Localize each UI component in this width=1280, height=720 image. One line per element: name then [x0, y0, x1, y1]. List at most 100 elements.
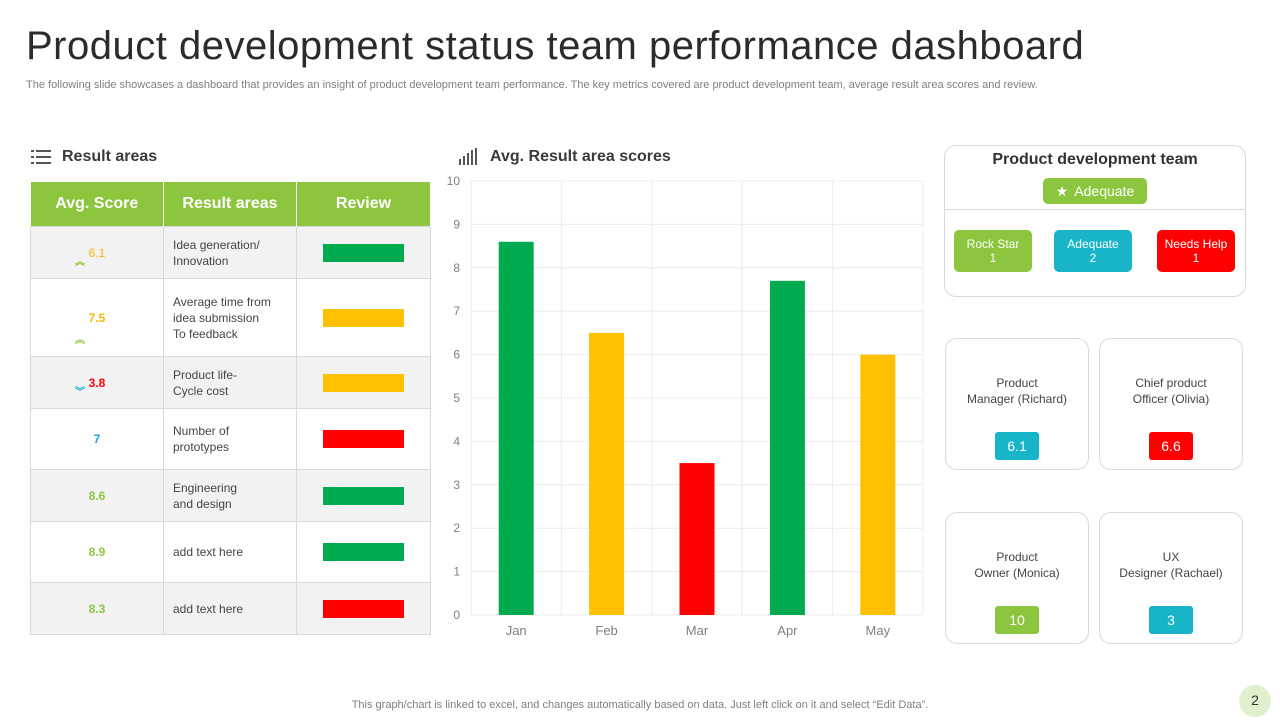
bar-chart-icon [459, 148, 477, 165]
table-row: 7 Number of prototypes [30, 408, 431, 470]
star-icon: ★ [1055, 183, 1069, 199]
avg-score-cell: 7 [30, 408, 164, 470]
avg-score-cell: 8.6 [30, 469, 164, 522]
result-area-text: add text here [173, 545, 244, 559]
team-member-name-line: Officer (Olivia) [1132, 392, 1210, 406]
result-area-cell: add text here [163, 582, 297, 635]
rating-pill-label: Needs Help [1164, 237, 1228, 251]
y-tick-label: 1 [453, 565, 460, 579]
result-area-text: Innovation [173, 253, 229, 268]
result-area-cell: Product life- Cycle cost [163, 356, 297, 409]
team-member-score-badge: 6.6 [1149, 432, 1193, 460]
column-header-avg-score: Avg. Score [30, 182, 164, 227]
table-row: 8.6 Engineering and design [30, 469, 431, 522]
result-area-text: Average time from [173, 294, 271, 309]
result-area-cell: add text here [163, 521, 297, 583]
team-member-name-line: UX [1162, 550, 1180, 564]
result-area-text: Cycle cost [173, 383, 229, 398]
review-status-bar [323, 308, 404, 327]
avg-score-value: 7.5 [88, 310, 106, 325]
avg-score-cell: 8.3 [30, 582, 164, 635]
y-tick-label: 0 [453, 608, 460, 622]
review-status-bar [323, 486, 404, 505]
bar-feb [589, 332, 625, 615]
team-member-name-line: Manager (Richard) [966, 392, 1068, 406]
team-member-score-badge: 3 [1149, 606, 1193, 634]
y-tick-label: 4 [453, 434, 460, 448]
result-areas-heading: Result areas [30, 148, 157, 166]
y-tick-label: 9 [453, 217, 460, 231]
bar-may [860, 354, 896, 615]
page-title: Product development status team performa… [26, 24, 1085, 68]
trend-up-icon: ︽ [75, 257, 85, 268]
team-member-name-line: Product [996, 376, 1038, 390]
team-member-score-badge: 10 [995, 606, 1039, 634]
rating-pill-adequate: Adequate 2 [1054, 230, 1132, 272]
team-status-label: Adequate [1074, 183, 1135, 199]
result-area-text: Product life- [173, 367, 238, 382]
table-row: 7.5 ︽ Average time from idea submission To f… [30, 278, 431, 357]
team-card: Product development team ★ Adequate Rock… [944, 145, 1246, 297]
team-divider [945, 209, 1245, 210]
avg-score-value: 3.8 [88, 375, 106, 390]
avg-score-value: 8.9 [88, 545, 106, 559]
page-number: 2 [1239, 685, 1271, 717]
avg-score-value: 7 [93, 432, 101, 446]
review-cell [296, 408, 431, 470]
rating-pill-count: 2 [1089, 251, 1097, 265]
result-area-text: Number of [173, 424, 230, 438]
y-tick-label: 3 [453, 478, 460, 492]
result-area-cell: Average time from idea submission To feedb… [163, 278, 297, 357]
y-tick-label: 8 [453, 261, 460, 275]
team-member-score-badge: 6.1 [995, 432, 1039, 460]
column-header-result-areas: Result areas [163, 182, 297, 227]
avg-score-cell: 7.5 ︽ [30, 278, 164, 357]
avg-score-value: 8.3 [88, 601, 106, 616]
result-area-scores-chart: 0 1 2 3 4 5 6 7 8 9 10 Jan Feb Mar Apr May [447, 174, 924, 638]
column-header-review: Review [296, 182, 431, 227]
result-area-text: and design [173, 496, 232, 511]
team-member-name-line: Owner (Monica) [974, 566, 1060, 580]
page-subtitle: The following slide showcases a dashboar… [26, 79, 1038, 91]
result-area-cell: Idea generation/Innovation [163, 226, 297, 279]
result-area-text: Engineering [173, 480, 238, 495]
review-status-bar [323, 543, 404, 561]
review-status-bar [323, 599, 404, 618]
x-tick-label: Jan [506, 623, 527, 638]
team-member-name: Product Owner (Monica) [946, 549, 1088, 581]
bar-mar [679, 463, 715, 615]
review-status-bar [323, 243, 404, 262]
team-member-card: Chief product Officer (Olivia) 6.6 [1099, 338, 1243, 470]
y-tick-label: 2 [453, 521, 460, 535]
review-cell [296, 278, 431, 357]
trend-up-icon: ︽ [75, 335, 85, 346]
team-member-card: Product Owner (Monica) 10 [945, 512, 1089, 644]
review-cell [296, 226, 431, 279]
result-area-text: idea submission [173, 310, 260, 325]
y-tick-label: 10 [447, 174, 461, 188]
result-areas-table: Avg. Score Result areas Review 6.1 ︽ Idea … [30, 182, 431, 635]
footer-note: This graph/chart is linked to excel, and… [351, 699, 929, 711]
table-row: 3.8 ︾ Product life- Cycle cost [30, 356, 431, 409]
team-status-badge: ★ Adequate [1043, 178, 1147, 204]
list-icon [31, 150, 51, 164]
avg-score-cell: 3.8 ︾ [30, 356, 164, 409]
review-cell [296, 469, 431, 522]
y-tick-label: 7 [453, 304, 460, 318]
review-cell [296, 356, 431, 409]
result-area-text: Idea generation/ [173, 237, 260, 252]
avg-score-cell: 8.9 [30, 521, 164, 583]
trend-down-icon: ︾ [75, 387, 85, 398]
team-member-name-line: Product [996, 550, 1038, 564]
rating-pill-needs-help: Needs Help 1 [1157, 230, 1235, 272]
chart-heading-label: Avg. Result area scores [490, 148, 671, 165]
result-areas-heading-label: Result areas [62, 148, 158, 165]
rating-pill-count: 1 [989, 251, 997, 265]
chart-heading: Avg. Result area scores [458, 148, 671, 166]
review-cell [296, 521, 431, 583]
result-area-text: add text here [173, 601, 244, 616]
team-member-card: Product Manager (Richard) 6.1 [945, 338, 1089, 470]
x-tick-label: Apr [777, 623, 798, 638]
team-member-name: UX Designer (Rachael) [1100, 549, 1242, 581]
y-tick-label: 6 [453, 348, 460, 362]
